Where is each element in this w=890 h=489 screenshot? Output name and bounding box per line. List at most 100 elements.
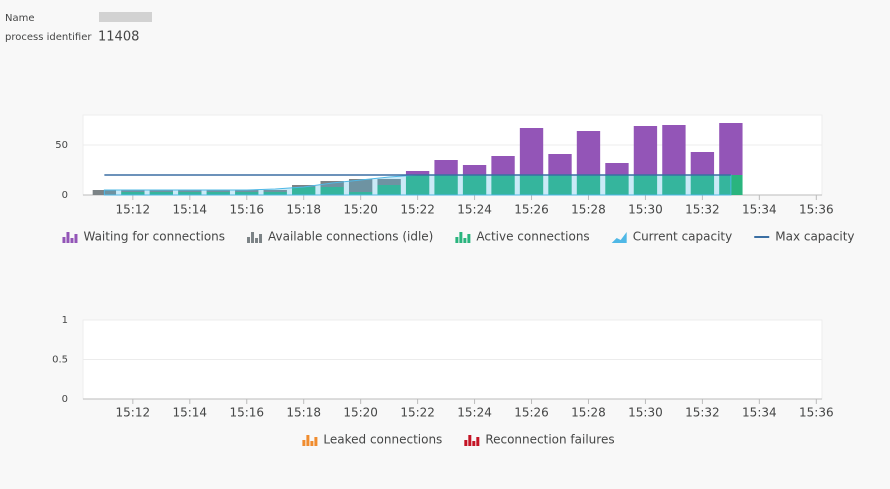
x-tick-label: 15:14 [172, 203, 207, 217]
x-tick-label: 15:18 [286, 203, 321, 217]
bar [235, 192, 259, 195]
x-tick-label: 15:20 [343, 203, 378, 217]
legend-icon [247, 237, 251, 243]
bar [377, 179, 401, 185]
x-tick-label: 15:24 [457, 406, 492, 420]
y-tick-label: 0 [62, 394, 68, 405]
x-tick-label: 15:28 [571, 406, 606, 420]
legend-icon [455, 237, 459, 243]
bar [690, 175, 715, 195]
bar [405, 171, 430, 175]
bar [576, 131, 601, 175]
x-tick-label: 15:24 [457, 203, 492, 217]
x-tick-label: 15:22 [400, 203, 435, 217]
x-tick-label: 15:36 [799, 203, 834, 217]
bar [292, 187, 316, 195]
x-tick-label: 15:30 [628, 406, 663, 420]
legend-label: Available connections (idle) [268, 230, 433, 244]
bar [149, 190, 173, 192]
legend-label: Max capacity [775, 230, 854, 244]
legend: Leaked connections Reconnection failures [323, 433, 614, 447]
legend-icon [467, 234, 471, 243]
bar [548, 154, 572, 175]
legend-icon [314, 437, 318, 446]
bar [548, 175, 572, 195]
bar [633, 175, 658, 195]
bar [263, 190, 287, 192]
y-tick-label: 50 [55, 140, 68, 151]
bar [405, 175, 430, 195]
bar [377, 185, 401, 195]
legend-label: Waiting for connections [83, 230, 225, 244]
bar [462, 165, 487, 175]
bar [519, 128, 544, 175]
x-tick-label: 15:16 [229, 406, 264, 420]
legend-icon [66, 232, 70, 243]
y-tick-label: 0.5 [52, 355, 68, 366]
bar [206, 192, 230, 195]
bar [348, 179, 373, 192]
legend-label: Leaked connections [323, 433, 442, 447]
bar [149, 192, 173, 195]
bar [462, 175, 487, 195]
x-tick-label: 15:14 [172, 406, 207, 420]
bar [662, 125, 686, 175]
bar [605, 163, 629, 175]
bar [292, 185, 316, 187]
pid-value: 11408 [98, 30, 139, 45]
legend-icon [468, 435, 472, 446]
bar [605, 175, 629, 195]
x-tick-label: 15:32 [685, 406, 720, 420]
bar [633, 126, 658, 175]
x-tick-label: 15:32 [685, 203, 720, 217]
bar [348, 192, 373, 195]
x-tick-label: 15:28 [571, 203, 606, 217]
bar [206, 190, 230, 192]
bar [263, 192, 287, 195]
legend-label: Reconnection failures [485, 433, 614, 447]
name-label: Name [5, 13, 35, 24]
bar [690, 152, 715, 175]
bar [491, 175, 515, 195]
x-tick-label: 15:36 [799, 406, 834, 420]
bar [178, 190, 202, 192]
legend-icon [302, 440, 306, 446]
bar [178, 192, 202, 195]
y-tick-label: 1 [62, 315, 68, 326]
redacted-name [99, 12, 152, 22]
x-tick-label: 15:34 [742, 203, 777, 217]
bar [320, 187, 344, 195]
legend-icon [611, 232, 627, 243]
x-tick-label: 15:26 [514, 406, 549, 420]
x-tick-label: 15:16 [229, 203, 264, 217]
legend: Waiting for connections Available connect… [83, 230, 854, 244]
pid-label: process identifier [5, 32, 92, 43]
legend-icon [464, 440, 468, 446]
bar [519, 175, 544, 195]
legend-icon [476, 437, 480, 446]
x-tick-label: 15:22 [400, 406, 435, 420]
bar [662, 175, 686, 195]
x-tick-label: 15:20 [343, 406, 378, 420]
legend-icon [251, 232, 255, 243]
bar [434, 175, 458, 195]
x-tick-label: 15:34 [742, 406, 777, 420]
bar [434, 160, 458, 175]
legend-icon [459, 232, 463, 243]
legend-icon [310, 441, 314, 446]
legend-icon [306, 435, 310, 446]
legend-icon [74, 234, 78, 243]
bar [121, 190, 145, 192]
x-tick-label: 15:12 [116, 203, 151, 217]
bar [719, 123, 743, 175]
x-tick-label: 15:12 [116, 406, 151, 420]
legend-icon [463, 238, 467, 243]
legend-icon [70, 238, 74, 243]
legend-label: Active connections [476, 230, 589, 244]
legend-label: Current capacity [633, 230, 733, 244]
bar [320, 181, 344, 187]
bar [121, 192, 145, 195]
legend-icon [472, 441, 476, 446]
legend-icon [255, 238, 259, 243]
